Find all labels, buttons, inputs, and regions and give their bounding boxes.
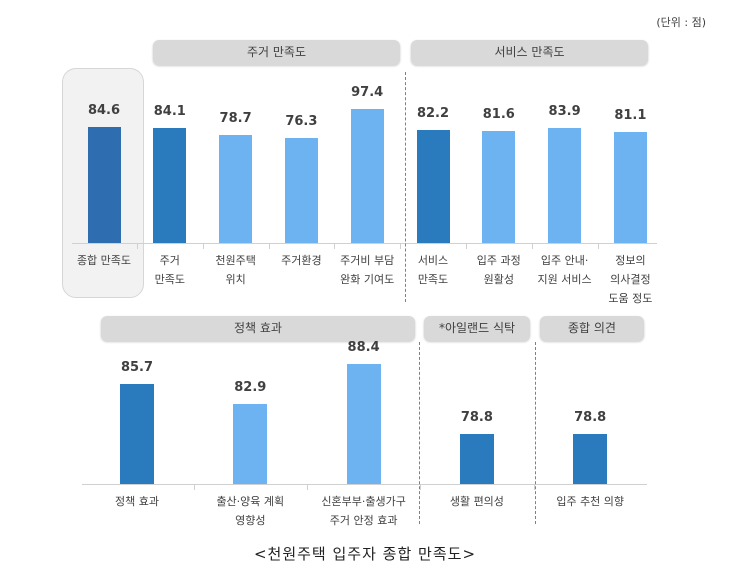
group-header-overall-opinion: 종합 의견	[540, 316, 644, 341]
axis-tick	[202, 243, 204, 249]
group-header-policy: 정책 효과	[101, 316, 415, 341]
axis-tick	[136, 243, 138, 249]
category-label: 주거비 부담 완화 기여도	[340, 254, 395, 286]
bar	[284, 138, 318, 243]
axis-tick	[334, 243, 336, 249]
x-axis-top	[72, 243, 657, 244]
unit-label: (단위 : 점)	[656, 16, 706, 29]
category-label: 주거 만족도	[154, 254, 185, 286]
axis-tick	[268, 243, 270, 249]
category-label: 주거환경	[281, 254, 322, 267]
bar	[416, 130, 450, 243]
axis-tick	[193, 484, 195, 490]
data-label: 81.1	[614, 107, 647, 123]
data-label: 78.7	[219, 111, 252, 127]
bar	[233, 404, 268, 484]
axis-tick	[597, 243, 599, 249]
bar	[120, 383, 154, 484]
category-label: 입주 안내· 지원 서비스	[537, 254, 592, 286]
group-header-service: 서비스 만족도	[411, 40, 648, 65]
category-label: 입주 추천 의향	[556, 495, 625, 508]
group-header-housing: 주거 만족도	[153, 40, 400, 65]
category-label: 입주 과정 원활성	[476, 254, 521, 286]
axis-tick	[420, 484, 422, 490]
bar	[573, 434, 608, 484]
category-label: 서비스 만족도	[417, 254, 449, 286]
data-label: 88.4	[347, 340, 380, 356]
bar	[219, 135, 253, 243]
data-label: 97.4	[351, 85, 384, 101]
data-label: 84.6	[87, 102, 121, 118]
category-label: 출산·양육 계획 영향성	[216, 495, 285, 527]
data-label: 82.9	[234, 380, 267, 396]
category-label: 종합 만족도	[76, 254, 132, 267]
data-label: 78.8	[574, 410, 607, 426]
bar	[87, 126, 121, 243]
x-axis-bottom	[82, 484, 647, 485]
data-label: 78.8	[460, 410, 493, 426]
data-label: 82.2	[416, 106, 450, 122]
category-label: 정보의 의사결정 도움 정도	[608, 254, 653, 305]
bar	[350, 109, 384, 243]
axis-tick	[465, 243, 467, 249]
group-divider	[419, 342, 420, 524]
group-divider	[535, 342, 536, 524]
data-label: 84.1	[153, 103, 186, 119]
axis-tick	[306, 484, 308, 490]
group-divider	[405, 72, 406, 302]
category-label: 천원주택 위치	[215, 254, 256, 286]
axis-tick	[533, 484, 535, 490]
category-label: 신혼부부·출생가구 주거 안정 효과	[321, 495, 406, 527]
bar	[548, 127, 582, 243]
group-header-island-table: *아일랜드 식탁	[424, 316, 530, 341]
data-label: 76.3	[285, 114, 318, 130]
axis-tick	[531, 243, 533, 249]
bar	[482, 131, 516, 243]
bar	[153, 127, 187, 243]
data-label: 85.7	[120, 359, 154, 375]
bar	[346, 364, 381, 484]
axis-tick	[400, 243, 402, 249]
bar	[459, 434, 494, 484]
category-label: 정책 효과	[115, 495, 159, 508]
category-label: 생활 편의성	[449, 495, 504, 508]
data-label: 81.6	[482, 107, 515, 123]
bar	[613, 131, 647, 243]
chart-caption: <천원주택 입주자 종합 만족도>	[253, 545, 477, 563]
data-label: 83.9	[548, 103, 581, 119]
